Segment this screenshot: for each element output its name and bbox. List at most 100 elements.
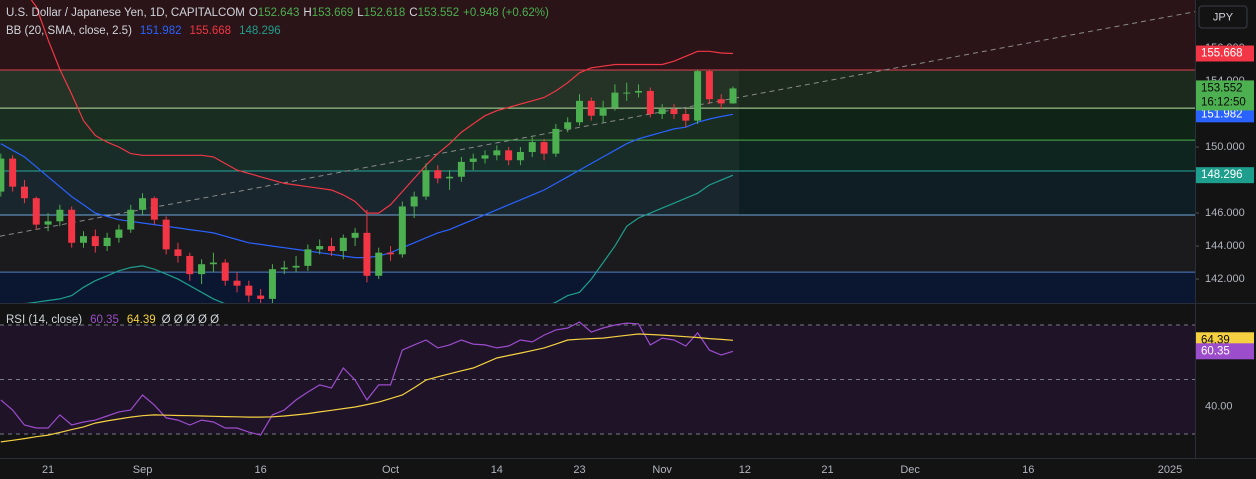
candle-body	[387, 252, 395, 255]
bb-title: BB (20, SMA, close, 2.5)	[6, 25, 132, 37]
price-zone	[0, 170, 1195, 216]
price-badge-label: 151.982	[1201, 108, 1243, 120]
candle-body	[505, 150, 513, 161]
candle-body	[646, 90, 654, 115]
candle-body	[694, 71, 702, 121]
price-zone	[0, 272, 1195, 303]
candle-body	[434, 170, 442, 179]
rsi-placeholders: Ø Ø Ø Ø Ø	[162, 314, 220, 326]
currency-button[interactable]	[1198, 5, 1248, 29]
candle-body	[20, 186, 28, 199]
candle-body	[717, 99, 725, 104]
candle-body	[103, 237, 111, 247]
candle-body	[493, 150, 501, 156]
candle-body	[599, 107, 607, 116]
candle-body	[552, 128, 560, 154]
price-zone	[0, 69, 1195, 109]
close-value: 153.552	[418, 7, 460, 19]
candle-body	[481, 155, 489, 159]
ohlc-letter: L	[357, 7, 364, 19]
bb-legend: BB (20, SMA, close, 2.5) 151.982 155.668 14…	[6, 25, 281, 37]
y-tick-label: 150.000	[1205, 141, 1245, 153]
rsi-title: RSI (14, close)	[6, 314, 82, 326]
candle-body	[410, 196, 418, 207]
ohlc-letter: C	[409, 7, 417, 19]
candle-body	[162, 219, 170, 250]
candle-body	[68, 209, 76, 243]
candle-body	[729, 88, 737, 104]
price-badge-label: 155.668	[1201, 48, 1243, 60]
bb-lower-value: 148.296	[239, 25, 281, 37]
open-value: 152.643	[258, 7, 300, 19]
ohlc-letter: H	[303, 7, 311, 19]
candle-body	[575, 100, 583, 123]
candle-body	[174, 249, 182, 256]
bb-upper-value: 155.668	[190, 25, 232, 37]
candle-body	[79, 236, 87, 243]
candle-body	[316, 246, 324, 250]
candle-body	[635, 90, 643, 93]
candle-body	[44, 221, 52, 225]
x-tick-label: Oct	[382, 464, 399, 476]
candle-body	[446, 176, 454, 179]
candle-body	[233, 280, 241, 286]
price-zone	[0, 0, 1195, 70]
rsi-tick-label: 40.00	[1205, 401, 1233, 413]
candle-body	[351, 232, 359, 238]
x-tick-label: 12	[739, 464, 751, 476]
candle-body	[280, 267, 288, 270]
price-badge	[1196, 45, 1254, 62]
rsi-ma-line	[0, 333, 734, 443]
candle-body	[682, 114, 690, 121]
x-tick-label: Sep	[133, 464, 153, 476]
candle-body	[564, 122, 572, 129]
x-tick-label: 14	[491, 464, 503, 476]
candle-body	[623, 92, 631, 94]
candle-body	[363, 232, 371, 276]
ohlc-letter: O	[249, 7, 258, 19]
candle-body	[56, 209, 64, 222]
bb-basis-value: 151.982	[140, 25, 182, 37]
currency-label: JPY	[1213, 11, 1234, 23]
x-tick-label: Dec	[900, 464, 920, 476]
y-tick-label: 146.000	[1205, 207, 1245, 219]
candle-body	[304, 249, 312, 266]
price-badge-label: 148.296	[1201, 169, 1243, 181]
candle-body	[245, 285, 253, 296]
candle-body	[705, 71, 713, 100]
candle-body	[587, 100, 595, 116]
candle-body	[528, 142, 536, 152]
candle-body	[658, 109, 666, 115]
x-tick-label: 16	[255, 464, 267, 476]
candle-body	[375, 252, 383, 276]
low-value: 152.618	[364, 7, 406, 19]
y-tick-label: 144.000	[1205, 240, 1245, 252]
price-pane	[0, 0, 1195, 303]
y-tick-label: 142.000	[1205, 273, 1245, 285]
candle-body	[115, 229, 123, 238]
candle-body	[198, 264, 206, 275]
candle-body	[516, 151, 524, 161]
candle-body	[186, 255, 194, 275]
price-badge	[1196, 343, 1254, 360]
candle-body	[9, 158, 17, 187]
candle-body	[91, 236, 99, 247]
candle-body	[422, 170, 430, 197]
symbol-legend: U.S. Dollar / Japanese Yen, 1D, CAPITALC…	[6, 7, 549, 19]
candle-body	[469, 158, 477, 162]
countdown-label: 16:12:50	[1201, 96, 1246, 108]
price-badge	[1196, 80, 1254, 111]
candle-body	[257, 295, 265, 299]
price-zone	[0, 215, 1195, 273]
candle-body	[670, 109, 678, 115]
candle-body	[268, 269, 276, 299]
candle-body	[0, 158, 5, 192]
price-badge	[1196, 167, 1254, 184]
candle-body	[139, 198, 147, 210]
rsi-value: 60.35	[90, 314, 119, 326]
x-tick-label: 21	[821, 464, 833, 476]
candle-body	[457, 161, 465, 177]
x-tick-label: 2025	[1158, 464, 1182, 476]
symbol-title: U.S. Dollar / Japanese Yen, 1D, CAPITALC…	[6, 7, 245, 19]
candle-body	[32, 198, 40, 225]
